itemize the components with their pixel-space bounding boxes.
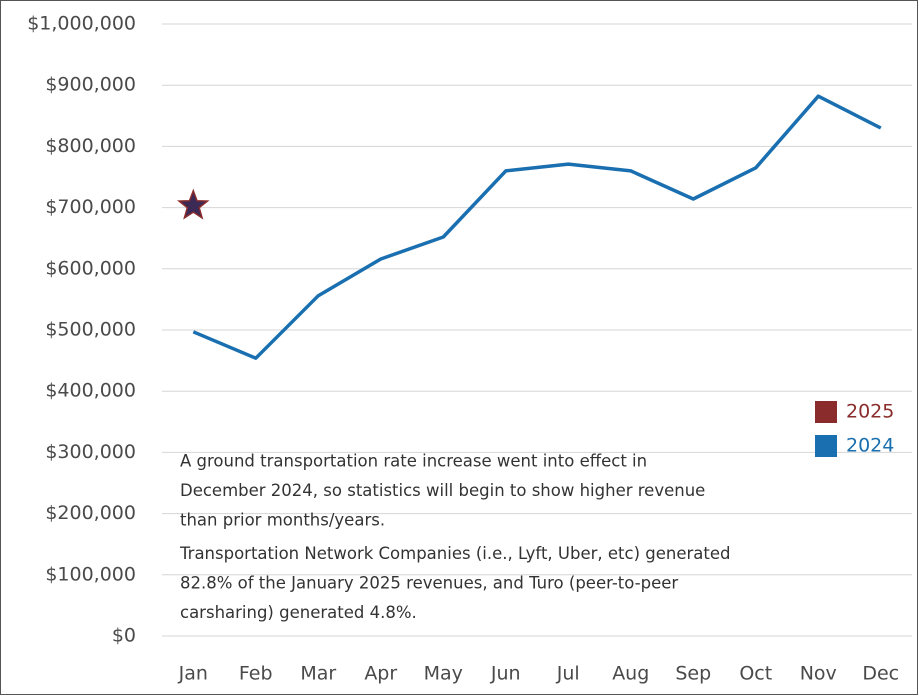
x-tick-label: Sep	[675, 663, 711, 685]
x-tick-label: Apr	[364, 663, 397, 685]
y-tick-label: $200,000	[45, 502, 136, 524]
x-tick-label: Aug	[612, 663, 649, 685]
annotation-line: carsharing) generated 4.8%.	[180, 603, 417, 622]
y-tick-label: $900,000	[45, 74, 136, 96]
annotation-line: Transportation Network Companies (i.e., …	[179, 544, 730, 563]
x-tick-label: Dec	[862, 663, 899, 685]
y-tick-label: $0	[112, 625, 136, 647]
legend-swatch	[815, 435, 837, 457]
y-tick-label: $300,000	[45, 441, 136, 463]
y-tick-label: $400,000	[45, 380, 136, 402]
annotation-line: A ground transportation rate increase we…	[180, 452, 647, 471]
star-marker	[176, 188, 210, 220]
y-tick-label: $700,000	[45, 196, 136, 218]
y-tick-label: $800,000	[45, 135, 136, 157]
x-tick-label: Feb	[239, 663, 273, 685]
x-tick-label: Jul	[556, 663, 580, 685]
annotation-line: December 2024, so statistics will begin …	[180, 481, 705, 500]
y-tick-label: $500,000	[45, 319, 136, 341]
x-tick-label: Jan	[178, 663, 208, 685]
y-tick-label: $1,000,000	[27, 13, 136, 35]
legend-swatch	[815, 401, 837, 423]
x-tick-label: Jun	[490, 663, 521, 685]
x-tick-label: Mar	[300, 663, 336, 685]
annotation-line: 82.8% of the January 2025 revenues, and …	[180, 574, 678, 593]
x-tick-label: Oct	[739, 663, 772, 685]
legend-label: 2025	[846, 401, 894, 423]
annotation-line: than prior months/years.	[180, 511, 385, 530]
legend-label: 2024	[846, 435, 894, 457]
line	[192, 94, 882, 360]
y-tick-label: $100,000	[45, 563, 136, 585]
x-tick-label: May	[424, 663, 463, 685]
x-tick-label: Nov	[800, 663, 837, 685]
y-tick-label: $600,000	[45, 257, 136, 279]
